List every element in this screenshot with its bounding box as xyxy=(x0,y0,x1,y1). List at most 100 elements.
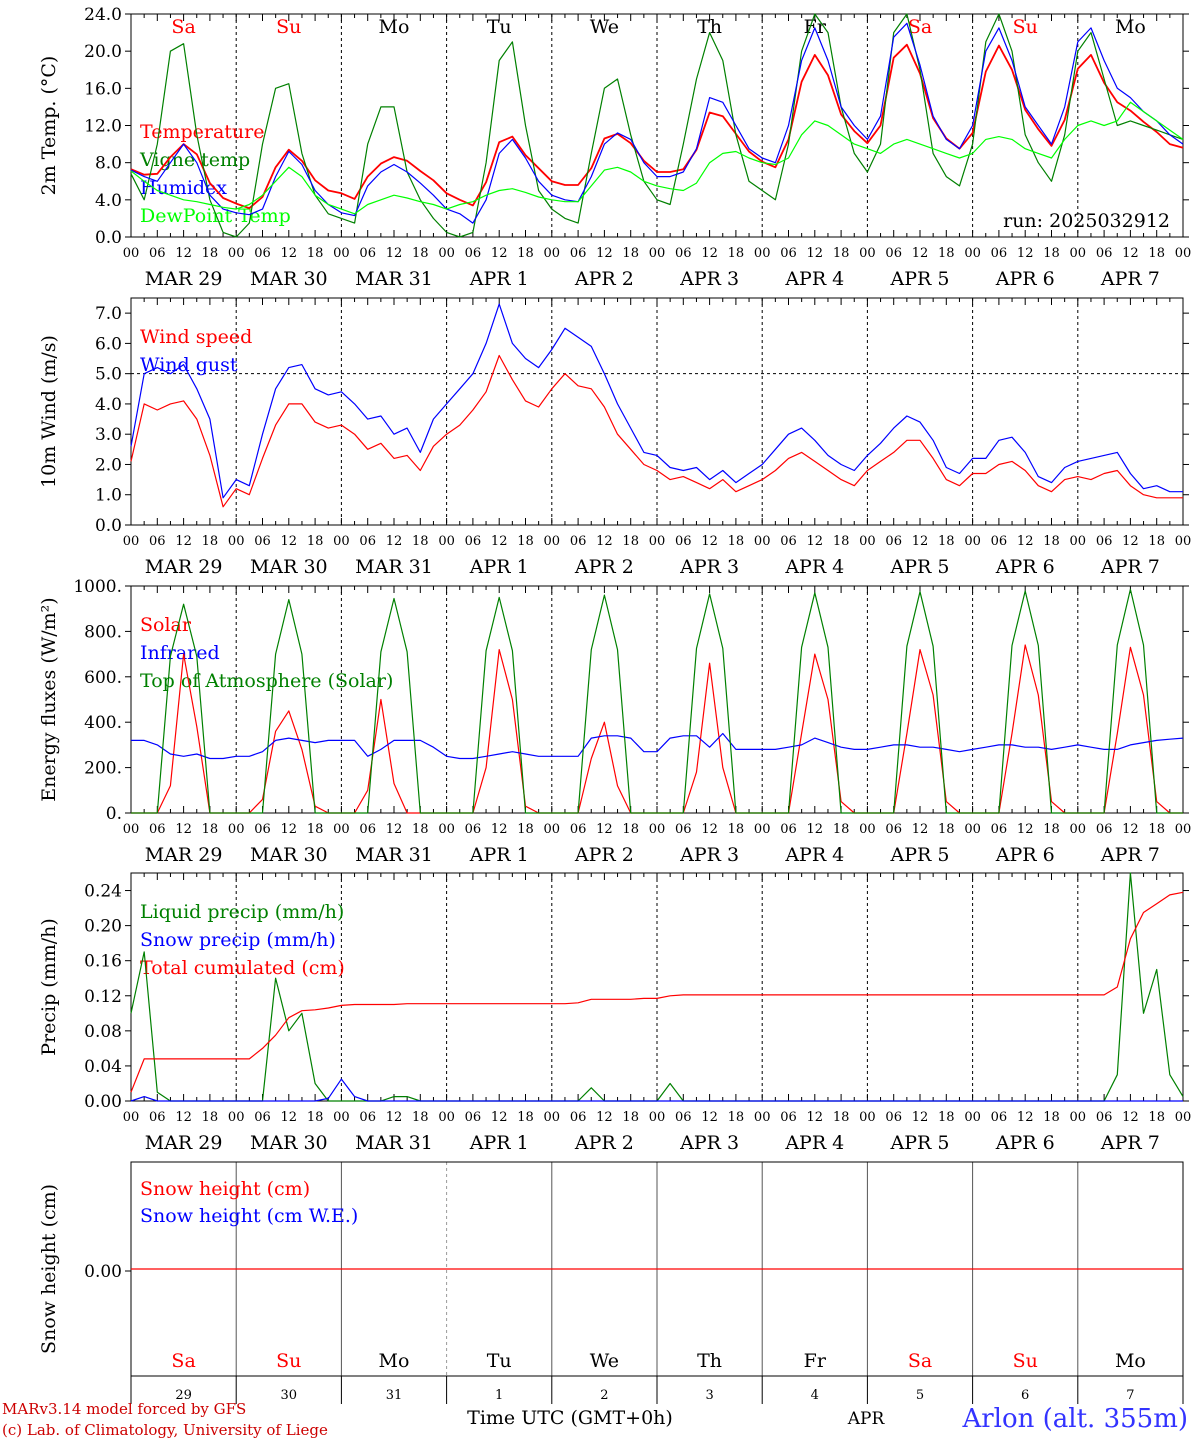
hour-tick-label: 06 xyxy=(465,246,482,261)
hour-tick-label: 00 xyxy=(649,246,666,261)
hour-tick-label: 18 xyxy=(622,246,639,261)
day-date-label: APR 7 xyxy=(1100,556,1160,578)
hour-tick-label: 06 xyxy=(780,246,797,261)
run-label: run: 2025032912 xyxy=(1003,210,1170,232)
hour-tick-label: 12 xyxy=(807,822,824,837)
hour-tick-label: 06 xyxy=(991,246,1008,261)
y-tick-label: 20.0 xyxy=(84,42,122,62)
hour-tick-label: 00 xyxy=(964,1110,981,1125)
hour-tick-label: 00 xyxy=(228,246,245,261)
hour-tick-label: 12 xyxy=(596,534,613,549)
hour-tick-label: 12 xyxy=(807,534,824,549)
weekday-label: Su xyxy=(1013,16,1038,38)
weekday-label: Th xyxy=(697,16,722,38)
y-tick-label: 4.0 xyxy=(95,191,122,211)
weekday-label: We xyxy=(590,1350,619,1372)
weekday-label: Su xyxy=(276,16,301,38)
day-date-label: APR 2 xyxy=(574,844,634,866)
series-line xyxy=(130,22,1184,224)
y-tick-label: 0.0 xyxy=(95,516,122,536)
day-date-label: APR 5 xyxy=(890,844,950,866)
day-date-label: APR 7 xyxy=(1100,1132,1160,1154)
hour-tick-label: 00 xyxy=(649,822,666,837)
hour-tick-label: 00 xyxy=(123,246,140,261)
hour-tick-label: 00 xyxy=(859,246,876,261)
hour-tick-label: 00 xyxy=(438,246,455,261)
hour-tick-label: 18 xyxy=(833,1110,850,1125)
hour-tick-label: 12 xyxy=(912,246,929,261)
hour-tick-label: 18 xyxy=(622,822,639,837)
hour-tick-label: 06 xyxy=(149,534,166,549)
hour-tick-label: 06 xyxy=(359,534,376,549)
hour-tick-label: 00 xyxy=(333,534,350,549)
y-tick-label: 5.0 xyxy=(95,365,122,385)
weekday-label: Mo xyxy=(1115,1350,1146,1372)
legend-entry: Solar xyxy=(140,614,192,636)
hour-tick-label: 18 xyxy=(517,534,534,549)
hour-tick-label: 18 xyxy=(517,1110,534,1125)
legend-entry: Total cumulated (cm) xyxy=(140,957,345,979)
hour-tick-label: 12 xyxy=(175,1110,192,1125)
series-line xyxy=(130,101,1184,215)
day-number-label: 1 xyxy=(495,1388,503,1403)
hour-tick-label: 06 xyxy=(359,1110,376,1125)
day-date-label: APR 6 xyxy=(995,556,1055,578)
hour-tick-label: 12 xyxy=(281,246,298,261)
hour-tick-label: 00 xyxy=(123,534,140,549)
hour-tick-label: 00 xyxy=(964,822,981,837)
hour-tick-label: 18 xyxy=(412,822,429,837)
legend-entry: Snow height (cm) xyxy=(140,1178,310,1200)
panel-3: 0. 200. 400. 600. 800. 1000. 00 06 12 18 MAR 29 00 0… xyxy=(38,577,1191,866)
weekday-label: Fr xyxy=(804,16,827,38)
hour-tick-label: 12 xyxy=(596,1110,613,1125)
hour-tick-label: 06 xyxy=(885,534,902,549)
hour-tick-label: 12 xyxy=(175,246,192,261)
y-tick-label: 400. xyxy=(84,713,122,733)
hour-tick-label: 00 xyxy=(333,246,350,261)
day-number-label: 30 xyxy=(281,1388,298,1403)
hour-tick-label: 18 xyxy=(1148,534,1165,549)
y-tick-label: 1000. xyxy=(73,577,122,597)
day-number-label: 29 xyxy=(175,1388,192,1403)
hour-tick-label: 06 xyxy=(570,246,587,261)
hour-tick-label: 00 xyxy=(544,1110,561,1125)
hour-tick-label: 06 xyxy=(675,246,692,261)
legend-entry: Snow precip (mm/h) xyxy=(140,929,336,951)
day-date-label: APR 3 xyxy=(679,556,739,578)
hour-tick-label: 12 xyxy=(491,822,508,837)
hour-tick-label: 18 xyxy=(412,246,429,261)
hour-tick-label: 00 xyxy=(649,1110,666,1125)
hour-tick-label: 12 xyxy=(386,246,403,261)
day-date-label: APR 5 xyxy=(890,1132,950,1154)
y-tick-label: 4.0 xyxy=(95,395,122,415)
hour-tick-label: 06 xyxy=(254,534,271,549)
series-line xyxy=(131,588,1183,814)
day-date-label: APR 4 xyxy=(784,268,844,290)
day-date-label: MAR 29 xyxy=(145,268,223,290)
hour-tick-label: 06 xyxy=(885,1110,902,1125)
hour-tick-label: 18 xyxy=(728,822,745,837)
hour-tick-label: 12 xyxy=(175,822,192,837)
day-date-label: MAR 29 xyxy=(145,1132,223,1154)
legend-entry: DewPoint Temp xyxy=(140,205,291,227)
weekday-label: Su xyxy=(1013,1350,1038,1372)
hour-tick-label: 12 xyxy=(386,822,403,837)
legend-entry: Liquid precip (mm/h) xyxy=(140,901,344,923)
panel-5: 0.00 29 30 31 1 2 3 4 5 6 7 Sa Su Mo Tu We Th Fr Sa Su Mo Sno… xyxy=(38,1161,1184,1404)
day-date-label: APR 7 xyxy=(1100,268,1160,290)
hour-tick-label: 06 xyxy=(570,822,587,837)
hour-tick-label: 00 xyxy=(1070,246,1087,261)
hour-tick-label: 06 xyxy=(570,534,587,549)
day-date-label: APR 3 xyxy=(679,844,739,866)
hour-tick-label: 06 xyxy=(359,246,376,261)
day-date-label: APR 1 xyxy=(469,268,529,290)
hour-tick-label: 12 xyxy=(807,1110,824,1125)
hour-tick-label: 18 xyxy=(307,822,324,837)
y-axis-label: Precip (mm/h) xyxy=(38,918,60,1056)
hour-tick-label: 12 xyxy=(912,822,929,837)
hour-tick-label: 18 xyxy=(1148,822,1165,837)
hour-tick-label: 00 xyxy=(544,822,561,837)
hour-tick-label: 06 xyxy=(465,534,482,549)
hour-tick-label: 06 xyxy=(991,822,1008,837)
day-date-label: APR 6 xyxy=(995,268,1055,290)
